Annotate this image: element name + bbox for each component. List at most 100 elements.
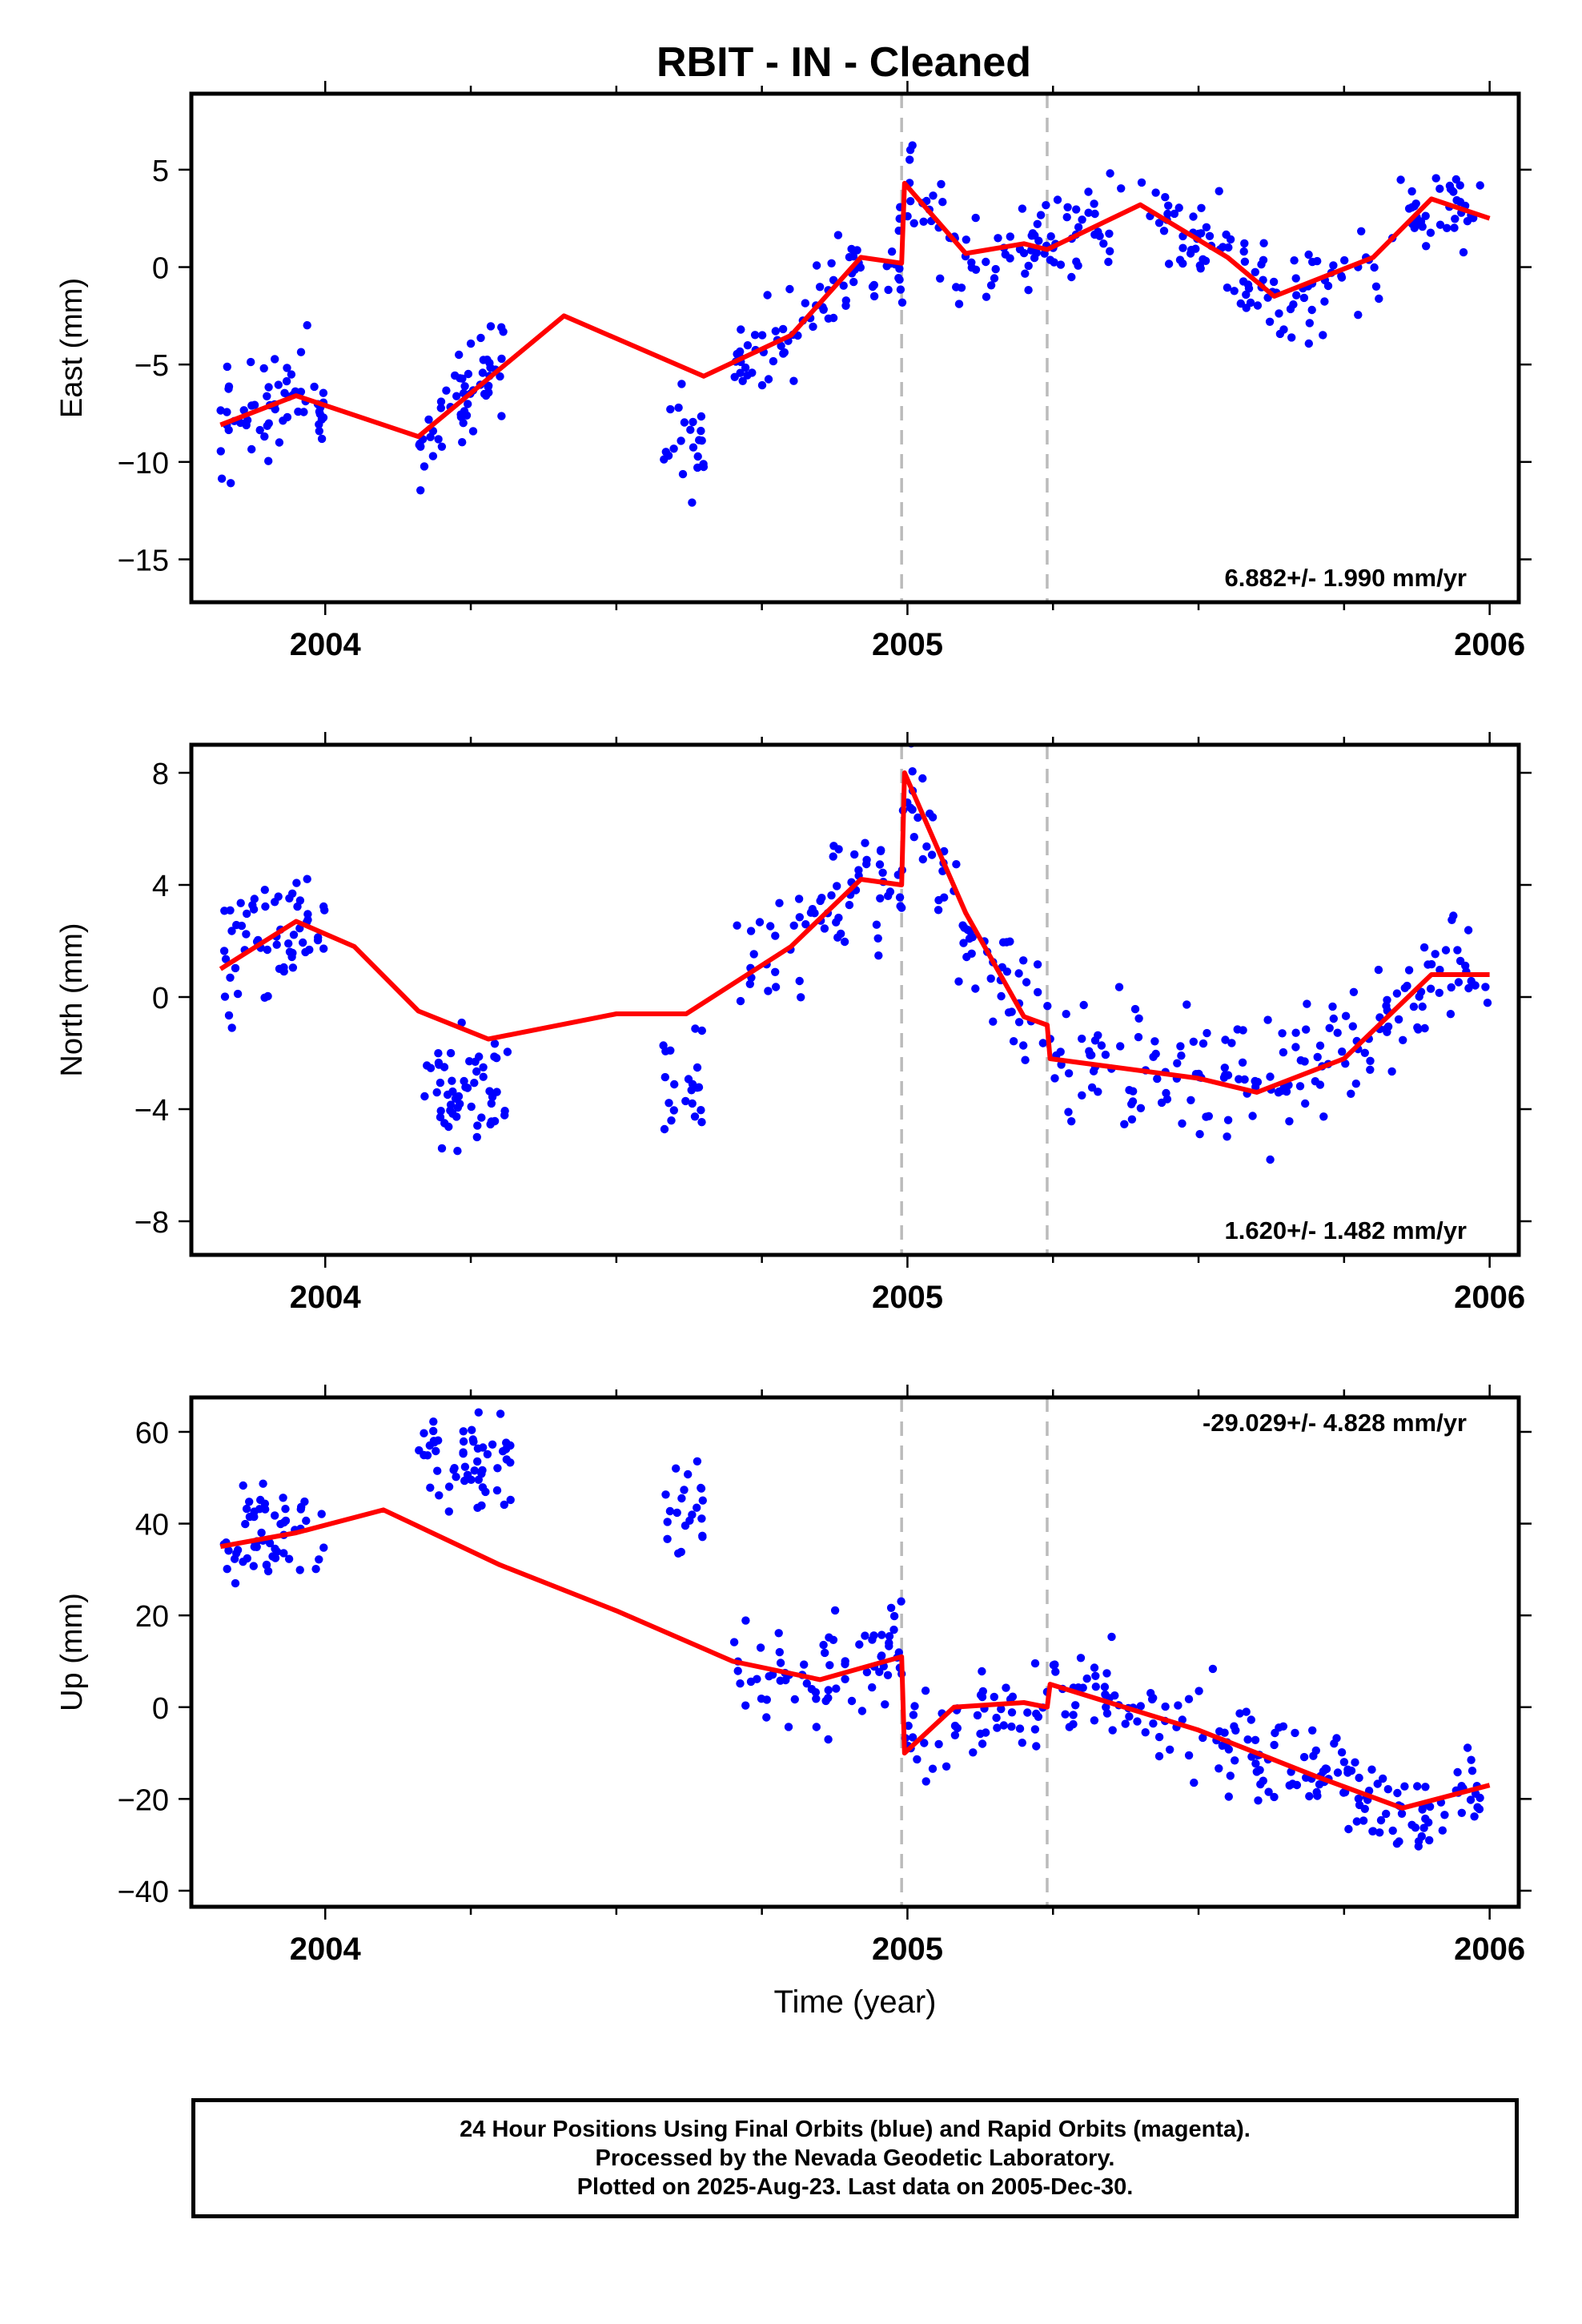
data-point	[762, 1713, 771, 1722]
data-point	[1149, 1052, 1158, 1062]
data-point	[763, 291, 772, 300]
data-point	[279, 1494, 287, 1502]
data-point	[224, 384, 233, 393]
data-point	[976, 1729, 985, 1739]
data-point	[284, 1554, 294, 1563]
data-point	[873, 934, 882, 943]
data-point	[737, 325, 745, 334]
data-point	[1466, 1795, 1476, 1804]
data-point	[220, 992, 230, 1001]
footer-line-3: Plotted on 2025-Aug-23. Last data on 200…	[576, 2174, 1134, 2200]
data-point	[872, 920, 881, 929]
data-point	[472, 1067, 481, 1076]
data-point	[1184, 1695, 1194, 1703]
data-point	[1151, 188, 1160, 197]
data-point	[978, 1687, 988, 1696]
data-point	[1024, 286, 1033, 295]
data-point	[824, 1694, 833, 1703]
data-point	[1290, 256, 1299, 265]
data-point	[1014, 1018, 1024, 1027]
data-point	[1446, 1010, 1456, 1019]
data-point	[794, 895, 804, 903]
data-point	[446, 1048, 456, 1058]
data-point	[1085, 1047, 1094, 1055]
data-point	[667, 1116, 676, 1125]
data-point	[1164, 201, 1173, 210]
data-point	[1424, 1818, 1433, 1827]
data-point	[1197, 203, 1206, 212]
data-point	[1351, 1758, 1359, 1767]
data-point	[680, 418, 689, 427]
data-point	[1328, 1002, 1337, 1011]
data-point	[1279, 1047, 1288, 1057]
data-point	[1125, 1086, 1134, 1095]
data-point	[477, 1113, 486, 1122]
data-point	[477, 1470, 486, 1478]
data-point	[659, 1041, 668, 1050]
data-point	[909, 219, 918, 227]
data-point	[954, 977, 963, 986]
data-point	[1292, 291, 1301, 300]
data-point	[775, 899, 784, 907]
data-point	[288, 963, 298, 972]
data-point	[1425, 1802, 1435, 1811]
data-point	[492, 1054, 501, 1063]
data-point	[1032, 1742, 1041, 1751]
data-point	[681, 1096, 690, 1106]
data-point	[748, 368, 757, 377]
data-point	[965, 934, 974, 943]
data-point	[833, 231, 843, 239]
data-point	[1224, 243, 1233, 252]
data-point	[774, 1629, 783, 1638]
data-point	[1243, 280, 1253, 289]
data-point	[908, 1733, 917, 1742]
data-point	[733, 921, 741, 930]
data-point	[1265, 317, 1275, 326]
data-point	[284, 939, 293, 948]
data-point	[954, 300, 964, 308]
data-point	[1299, 1752, 1309, 1762]
data-point	[1374, 965, 1383, 975]
data-point	[1240, 257, 1250, 266]
data-point	[875, 860, 885, 869]
data-point	[775, 1647, 784, 1657]
data-point	[1134, 1032, 1143, 1042]
data-point	[296, 348, 306, 356]
data-point	[809, 322, 817, 332]
data-point	[1404, 966, 1414, 975]
data-point	[263, 392, 271, 400]
data-point	[1319, 331, 1327, 340]
data-point	[487, 1099, 496, 1108]
data-point	[736, 996, 745, 1006]
data-point	[1470, 1812, 1479, 1821]
data-point	[1078, 215, 1086, 224]
data-point	[905, 146, 915, 155]
data-point	[262, 1560, 271, 1570]
data-point	[1125, 1712, 1134, 1721]
data-point	[1483, 999, 1492, 1007]
data-point	[915, 734, 923, 742]
data-point	[927, 850, 937, 859]
data-point	[420, 462, 429, 471]
data-point	[824, 1735, 833, 1744]
data-point	[1062, 213, 1071, 222]
data-point	[1278, 1029, 1287, 1038]
data-point	[242, 1504, 251, 1514]
data-point	[1349, 987, 1359, 997]
data-point	[224, 1546, 233, 1555]
data-point	[895, 275, 904, 284]
data-point	[1107, 1632, 1116, 1642]
data-point	[1338, 1047, 1347, 1056]
data-point	[661, 1072, 669, 1082]
data-point	[303, 875, 311, 883]
data-point	[1259, 255, 1268, 264]
data-point	[1309, 1751, 1318, 1760]
data-point	[1435, 988, 1444, 998]
data-point	[1120, 1120, 1129, 1129]
data-point	[483, 1449, 492, 1459]
data-point	[1396, 175, 1405, 184]
chart-panel-2: 2004 2005 2006 −8 −4 0 4 8 North (mm) 1.620+/- 1.…	[55, 732, 1532, 1315]
data-point	[296, 388, 306, 396]
data-point	[1400, 1782, 1409, 1791]
data-point	[1095, 231, 1104, 240]
